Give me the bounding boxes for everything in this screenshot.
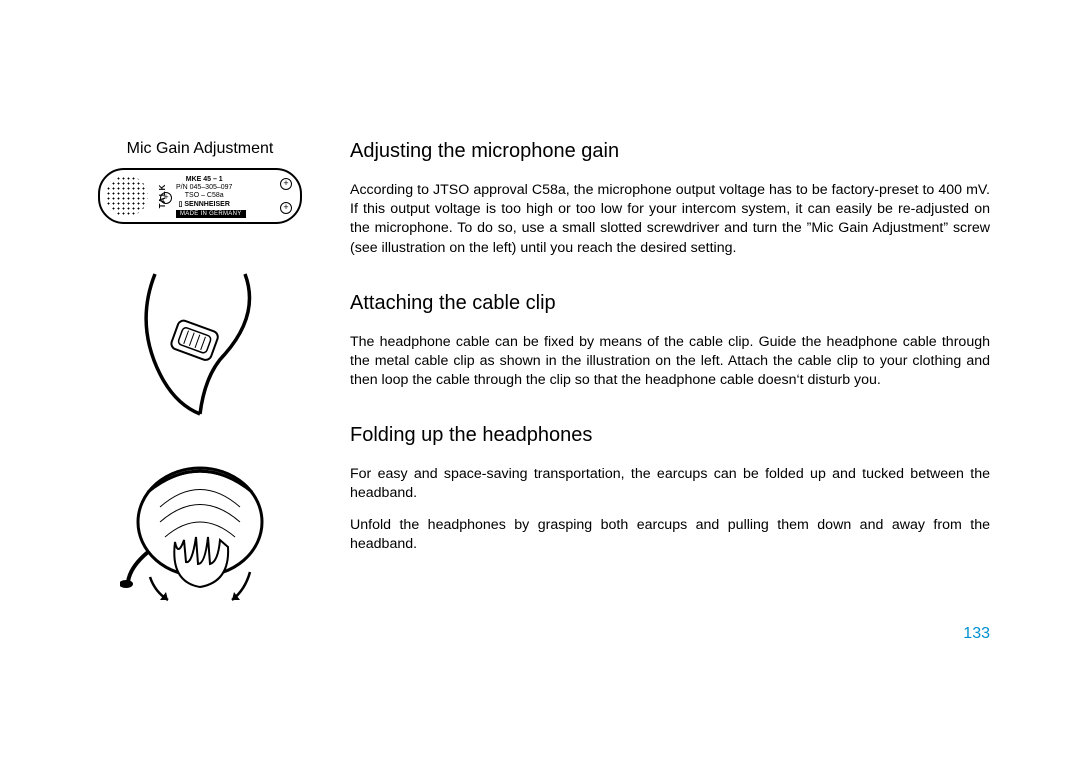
left-column: Mic Gain Adjustment TALK + MKE 45 – 1 P/… bbox=[90, 140, 310, 640]
plate-tso: TSO – C58a bbox=[176, 192, 232, 200]
heading: Attaching the cable clip bbox=[350, 292, 990, 315]
screw-icon: + bbox=[280, 202, 292, 214]
body-paragraph: Unfold the headphones by grasping both e… bbox=[350, 516, 990, 554]
speaker-grille-icon bbox=[106, 176, 148, 216]
heading: Adjusting the microphone gain bbox=[350, 140, 990, 163]
plate-model: MKE 45 – 1 bbox=[176, 176, 232, 184]
manual-page: Mic Gain Adjustment TALK + MKE 45 – 1 P/… bbox=[0, 0, 1080, 763]
cable-clip-illustration bbox=[125, 264, 275, 424]
folding-headphones-illustration bbox=[120, 452, 280, 612]
body-paragraph: According to JTSO approval C58a, the mic… bbox=[350, 181, 990, 258]
heading: Folding up the headphones bbox=[350, 424, 990, 447]
section-cable-clip: Attaching the cable clip The headphone c… bbox=[350, 292, 990, 391]
plate-pn: P/N 045–305–097 bbox=[176, 184, 232, 192]
plate-text: MKE 45 – 1 P/N 045–305–097 TSO – C58a ▯ … bbox=[176, 176, 232, 209]
section-folding: Folding up the headphones For easy and s… bbox=[350, 424, 990, 554]
mic-gain-caption: Mic Gain Adjustment bbox=[90, 140, 310, 158]
screw-icon: + bbox=[280, 178, 292, 190]
section-mic-gain: Adjusting the microphone gain According … bbox=[350, 140, 990, 258]
screw-icon: + bbox=[160, 192, 172, 204]
content-row: Mic Gain Adjustment TALK + MKE 45 – 1 P/… bbox=[90, 140, 990, 640]
body-paragraph: For easy and space-saving transportation… bbox=[350, 465, 990, 503]
plate-made: MADE IN GERMANY bbox=[176, 210, 246, 218]
page-number: 133 bbox=[963, 625, 990, 643]
body-paragraph: The headphone cable can be fixed by mean… bbox=[350, 333, 990, 391]
right-column: Adjusting the microphone gain According … bbox=[350, 140, 990, 640]
plate-brand: ▯ SENNHEISER bbox=[176, 201, 232, 209]
mic-label-plate-illustration: TALK + MKE 45 – 1 P/N 045–305–097 TSO – … bbox=[98, 168, 302, 224]
